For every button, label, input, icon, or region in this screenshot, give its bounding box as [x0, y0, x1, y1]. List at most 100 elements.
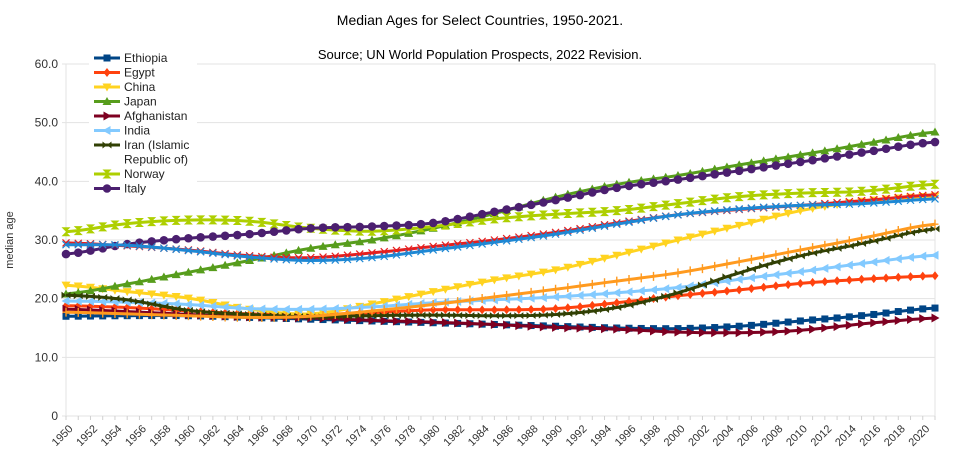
- data-point: [771, 189, 781, 199]
- data-point: [102, 141, 112, 149]
- data-point: [686, 324, 694, 332]
- data-point: [919, 314, 928, 324]
- data-point: [624, 301, 634, 309]
- data-point: [563, 310, 573, 318]
- data-point: [881, 184, 891, 194]
- data-point: [612, 206, 622, 216]
- data-point: [183, 294, 193, 303]
- data-point: [722, 276, 731, 286]
- data-point: [331, 310, 339, 320]
- data-point: [624, 248, 634, 257]
- data-point: [784, 280, 792, 290]
- data-point: [466, 318, 475, 328]
- data-point: [122, 296, 132, 304]
- data-point: [710, 170, 719, 179]
- data-point: [367, 235, 377, 244]
- data-point: [380, 252, 389, 261]
- data-point: [723, 205, 731, 214]
- data-point: [636, 298, 646, 306]
- data-point: [587, 307, 597, 315]
- data-point: [881, 255, 890, 265]
- data-point: [330, 304, 339, 314]
- data-point: [893, 133, 903, 142]
- data-point: [294, 304, 303, 314]
- data-point: [575, 190, 585, 200]
- data-point: [722, 224, 732, 233]
- data-point: [208, 249, 217, 258]
- data-point: [636, 179, 646, 189]
- data-point: [135, 242, 144, 250]
- data-point: [686, 266, 694, 276]
- x-tick-label: 1964: [221, 423, 247, 449]
- chart-subtitle: Source; UN World Population Prospects, 2…: [318, 47, 642, 62]
- data-point: [392, 250, 401, 259]
- data-point: [919, 305, 927, 313]
- data-point: [882, 198, 890, 207]
- data-point: [429, 305, 437, 315]
- data-point: [746, 158, 756, 167]
- data-point: [698, 208, 707, 216]
- data-point: [722, 162, 732, 171]
- data-point: [208, 301, 217, 311]
- data-point: [538, 293, 547, 303]
- data-point: [196, 300, 205, 310]
- data-point: [734, 274, 743, 284]
- data-point: [759, 203, 768, 212]
- data-point: [233, 312, 241, 322]
- x-tick-label: 1962: [197, 423, 223, 449]
- legend-item: Ethiopia: [94, 51, 168, 65]
- data-point: [771, 212, 781, 221]
- y-tick-label: 60.0: [35, 57, 59, 71]
- data-point: [784, 247, 792, 257]
- data-point: [636, 245, 646, 254]
- data-point: [233, 230, 242, 240]
- data-point: [172, 245, 181, 254]
- data-point: [870, 310, 878, 318]
- data-point: [857, 199, 866, 208]
- data-point: [122, 219, 132, 229]
- data-point: [735, 328, 744, 338]
- data-point: [648, 295, 658, 303]
- data-point: [882, 317, 891, 327]
- data-point: [918, 226, 928, 234]
- data-point: [588, 323, 597, 333]
- data-point: [379, 298, 389, 307]
- data-point: [698, 328, 707, 338]
- data-point: [919, 221, 927, 231]
- data-point: [931, 313, 940, 323]
- data-point: [795, 207, 805, 216]
- data-point: [575, 308, 585, 316]
- y-axis-ticks: 0 10.0 20.0 30.0 40.0 50.0 60.0: [35, 57, 59, 423]
- data-point: [355, 303, 364, 313]
- data-point: [514, 294, 523, 304]
- data-point: [404, 293, 414, 302]
- data-point: [931, 219, 939, 229]
- data-point: [539, 198, 548, 207]
- data-point: [564, 303, 572, 313]
- data-point: [197, 311, 205, 321]
- data-point: [343, 303, 352, 313]
- data-point: [734, 269, 744, 277]
- data-point: [747, 327, 756, 337]
- data-point: [906, 196, 915, 205]
- data-point: [893, 142, 903, 152]
- data-point: [245, 216, 255, 226]
- data-point: [526, 311, 536, 319]
- data-point: [612, 288, 621, 298]
- data-point: [551, 292, 560, 302]
- data-point: [686, 209, 695, 218]
- data-point: [600, 222, 609, 231]
- data-point: [269, 304, 278, 314]
- data-point: [809, 277, 817, 287]
- data-point: [771, 161, 781, 170]
- data-point: [85, 296, 94, 306]
- data-point: [147, 274, 157, 283]
- data-point: [882, 228, 890, 238]
- data-point: [159, 302, 169, 310]
- data-point: [159, 244, 168, 253]
- data-point: [86, 240, 95, 249]
- data-point: [160, 310, 168, 320]
- data-point: [869, 237, 879, 245]
- legend: EthiopiaEgyptChinaJapanAfghanistanIndiaI…: [89, 48, 197, 200]
- data-point: [648, 202, 658, 212]
